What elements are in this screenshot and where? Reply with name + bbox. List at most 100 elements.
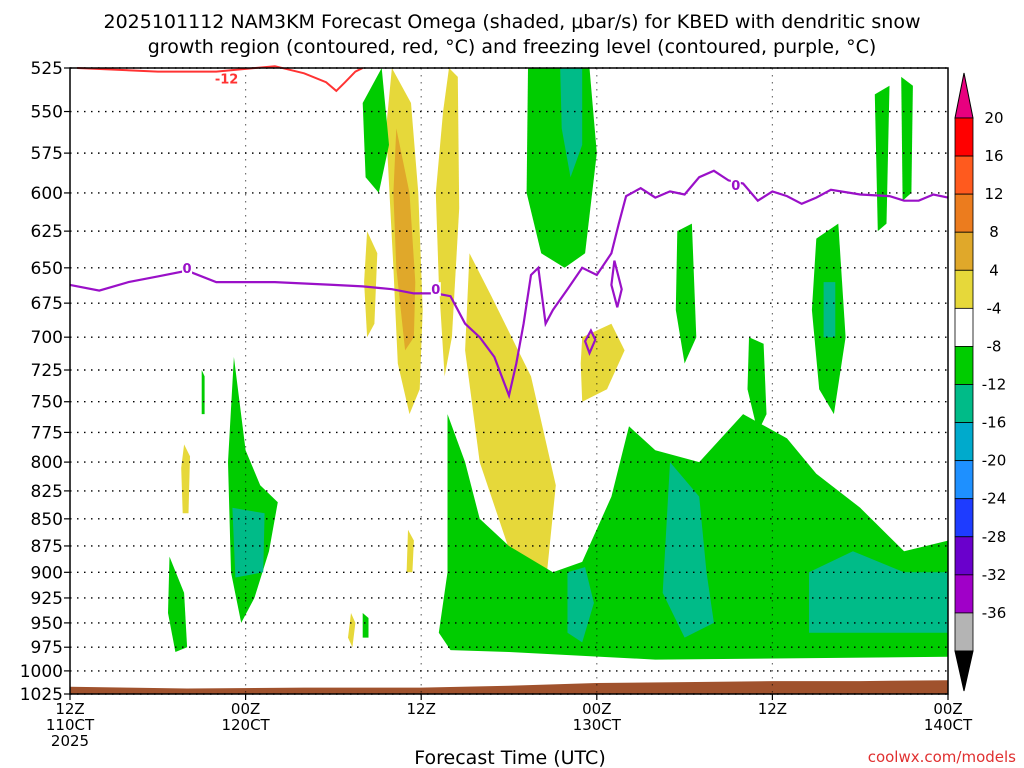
y-tick-label: 650	[31, 259, 63, 279]
x-axis-label: Forecast Time (UTC)	[414, 747, 605, 768]
omega-region-ascent-4-small1	[580, 323, 625, 402]
freezing-level-label: 0	[183, 262, 192, 277]
colorbar-swatch	[954, 346, 974, 385]
omega-region-sink-8-left	[228, 357, 278, 623]
y-tick-label: 1000	[20, 662, 63, 682]
colorbar-label: 12	[984, 185, 1003, 203]
colorbar-swatch	[954, 117, 974, 157]
omega-region-ascent-4-small3	[181, 444, 190, 514]
colorbar-swatch	[954, 155, 974, 195]
y-tick-label: 775	[31, 423, 63, 443]
colorbar-label: -12	[982, 376, 1007, 394]
colorbar-label: -28	[982, 528, 1007, 546]
omega-region-sink-12-left	[232, 507, 265, 578]
omega-region-ascent-4-small5	[348, 613, 356, 648]
freezing-level-loop	[583, 328, 597, 357]
colorbar: 20 16 12 8 4 -4 -8 -12 -16 -20 -24 -28 -32 -36	[954, 72, 1007, 692]
freezing-level-label: 0	[431, 283, 440, 298]
y-tick-label: 800	[31, 453, 63, 473]
colorbar-swatch	[954, 536, 974, 576]
omega-region-sink-12-bottom2	[809, 551, 948, 633]
colorbar-swatch	[954, 574, 974, 614]
omega-region-ascent-4-small4	[406, 529, 414, 573]
y-tick-label: 900	[31, 563, 63, 583]
credit-text: coolwx.com/models	[868, 748, 1016, 766]
omega-shading	[168, 68, 948, 660]
x-tick-label: 120CT	[221, 716, 270, 734]
omega-region-sink-12-right1	[823, 282, 836, 338]
colorbar-label: 8	[989, 223, 999, 241]
y-axis: 525 550 575 600 625 650 675 700 725 750 775 800 825 8…	[20, 59, 70, 705]
colorbar-arrow-top	[954, 72, 974, 119]
colorbar-label: -24	[982, 490, 1007, 508]
colorbar-label: -8	[987, 337, 1002, 355]
x-tick-label: 00Z	[582, 700, 611, 718]
omega-region-sink-12-bottom	[662, 462, 714, 638]
y-tick-label: 950	[31, 614, 63, 634]
omega-region-ascent-4-high	[435, 68, 460, 377]
dendritic-contour-label: -12	[215, 72, 239, 87]
omega-region-sink-8-right4	[901, 76, 913, 201]
omega-region-sink-8-right2	[747, 337, 767, 433]
omega-region-sink-8-right5	[675, 223, 697, 364]
freezing-level-label: 0	[731, 179, 740, 194]
omega-region-sink-8-right3	[874, 85, 890, 232]
omega-region-ascent-4-main	[465, 253, 556, 599]
colorbar-swatch	[954, 460, 974, 500]
chart-title-line2: growth region (contoured, red, °C) and f…	[148, 36, 877, 58]
y-tick-label: 525	[31, 59, 63, 79]
colorbar-swatch	[954, 307, 974, 347]
x-tick-label: 00Z	[231, 700, 260, 718]
colorbar-label: -32	[982, 566, 1007, 584]
y-tick-label: 550	[31, 103, 63, 123]
colorbar-label: 4	[989, 261, 999, 279]
y-tick-label: 875	[31, 537, 63, 557]
x-tick-label: 12Z	[758, 700, 787, 718]
terrain-fill	[70, 680, 948, 694]
omega-region-ascent-8-tower	[393, 128, 416, 351]
x-tick-label: 00Z	[933, 700, 962, 718]
freezing-label-bg	[430, 282, 441, 297]
x-tick-label: 110CT	[46, 716, 95, 734]
omega-region-sink-8-small-left2	[201, 370, 205, 415]
freezing-label-bg	[730, 178, 741, 193]
y-tick-label: 1025	[20, 685, 63, 705]
y-tick-label: 575	[31, 144, 63, 164]
omega-region-sink-8-upper	[362, 68, 389, 193]
x-tick-label: 2025	[51, 732, 89, 750]
plot-area: -12 0 0 0	[69, 65, 949, 695]
colorbar-swatch	[954, 422, 974, 462]
y-tick-label: 725	[31, 361, 63, 381]
y-tick-label: 850	[31, 510, 63, 530]
x-tick-label: 12Z	[407, 700, 436, 718]
colorbar-label: 16	[984, 147, 1003, 165]
colorbar-swatch	[954, 231, 974, 271]
y-tick-label: 600	[31, 184, 63, 204]
omega-region-sink-8-small-left	[168, 556, 188, 652]
y-tick-label: 925	[31, 589, 63, 609]
colorbar-label: -16	[982, 414, 1007, 432]
colorbar-swatch	[954, 193, 974, 233]
y-tick-label: 700	[31, 328, 63, 348]
surface-terrain	[70, 680, 948, 694]
colorbar-label: -36	[982, 604, 1007, 622]
y-tick-label: 975	[31, 638, 63, 658]
freezing-level-line	[69, 169, 949, 400]
y-tick-label: 825	[31, 482, 63, 502]
y-tick-label: 675	[31, 294, 63, 314]
colorbar-swatch	[954, 612, 974, 652]
colorbar-label: -20	[982, 452, 1007, 470]
chart-title-line1: 2025101112 NAM3KM Forecast Omega (shaded…	[103, 11, 920, 33]
x-tick-label: 140CT	[924, 716, 973, 734]
colorbar-swatch	[954, 269, 974, 309]
freezing-label-bg	[182, 260, 193, 275]
colorbar-label: -4	[987, 299, 1002, 317]
omega-region-sink-12-upper2	[560, 68, 583, 178]
colorbar-swatch	[954, 384, 974, 423]
y-tick-label: 750	[31, 393, 63, 413]
x-tick-label: 130CT	[573, 716, 622, 734]
omega-region-ascent-4-small2	[364, 231, 378, 338]
y-tick-label: 625	[31, 222, 63, 242]
